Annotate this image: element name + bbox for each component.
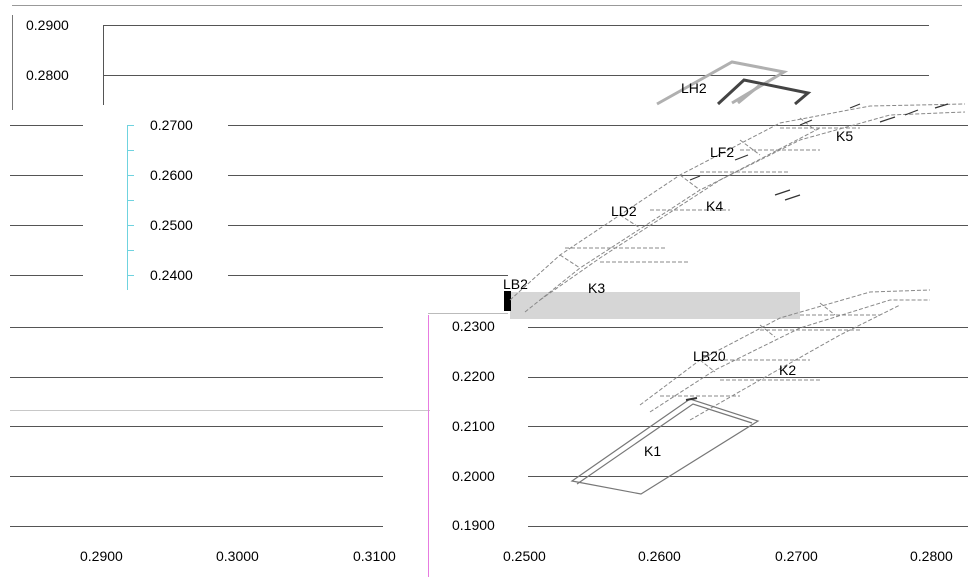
gridline	[528, 426, 968, 427]
gridline	[10, 426, 383, 427]
element-label-k3[interactable]: K3	[588, 280, 606, 296]
selection-highlight	[510, 292, 800, 319]
left-stub-line	[10, 125, 83, 126]
element-label-k1[interactable]: K1	[644, 443, 662, 459]
lower-structure	[639, 289, 931, 421]
upper-structure	[509, 103, 966, 313]
back-y-axis-left-edge	[12, 15, 13, 110]
axis-tick	[127, 200, 134, 201]
element-label-ld2[interactable]: LD2	[611, 203, 637, 219]
gridline	[10, 327, 383, 328]
axis-tick	[127, 250, 134, 251]
left-stub-line	[10, 175, 83, 176]
axis-tick	[127, 150, 134, 151]
back-y-tick-label: 0.2900	[26, 17, 69, 33]
axis-tick	[127, 275, 134, 276]
back-x-tick-label: 0.3100	[353, 548, 396, 564]
element-label-lb20[interactable]: LB20	[693, 348, 726, 364]
top-border	[12, 5, 962, 6]
x-axis-line	[10, 526, 383, 527]
gridline	[528, 476, 968, 477]
panel-border	[10, 410, 430, 411]
cursor-marker	[504, 291, 511, 311]
gridline	[228, 225, 968, 226]
middle-y-tick-label: 0.2600	[150, 167, 193, 183]
left-stub-line	[10, 225, 83, 226]
axis-tick	[127, 225, 134, 226]
element-label-k4[interactable]: K4	[706, 198, 724, 214]
back-y-tick-label: 0.2800	[26, 67, 69, 83]
front-y-tick-label: 0.2000	[452, 468, 495, 484]
middle-y-axis	[127, 125, 128, 290]
back-x-tick-label: 0.3000	[216, 548, 259, 564]
gridline	[103, 25, 929, 26]
front-x-tick-label: 0.2700	[775, 548, 818, 564]
gridline	[228, 175, 968, 176]
upper-hatching	[689, 103, 949, 201]
gridline	[10, 377, 383, 378]
axis-tick	[127, 125, 134, 126]
middle-y-tick-label: 0.2700	[150, 117, 193, 133]
front-y-tick-label: 0.2100	[452, 418, 495, 434]
k1-slab	[570, 397, 760, 495]
front-x-tick-label: 0.2500	[503, 548, 546, 564]
front-y-axis	[428, 315, 429, 577]
gridline	[228, 275, 508, 276]
element-label-lf2[interactable]: LF2	[710, 144, 735, 160]
left-stub-line	[10, 275, 83, 276]
front-y-tick-label: 0.2200	[452, 368, 495, 384]
front-top-edge	[428, 313, 508, 314]
front-x-tick-label: 0.2800	[910, 548, 953, 564]
middle-y-tick-label: 0.2500	[150, 217, 193, 233]
element-label-k2[interactable]: K2	[779, 362, 797, 378]
gridline	[528, 377, 968, 378]
element-label-k5[interactable]: K5	[836, 128, 854, 144]
gridline	[103, 75, 929, 76]
front-x-tick-label: 0.2600	[638, 548, 681, 564]
lh2-frame	[656, 60, 812, 106]
gridline	[10, 476, 383, 477]
middle-y-tick-label: 0.2400	[150, 267, 193, 283]
gridline	[528, 526, 968, 527]
back-x-tick-label: 0.2900	[80, 548, 123, 564]
gridline	[528, 327, 968, 328]
element-label-lh2[interactable]: LH2	[681, 80, 707, 96]
front-y-tick-label: 0.1900	[452, 517, 495, 533]
axis-tick	[127, 175, 134, 176]
gridline	[228, 125, 968, 126]
element-label-lb2[interactable]: LB2	[503, 276, 528, 292]
front-y-tick-label: 0.2300	[452, 318, 495, 334]
back-y-axis	[103, 25, 104, 105]
